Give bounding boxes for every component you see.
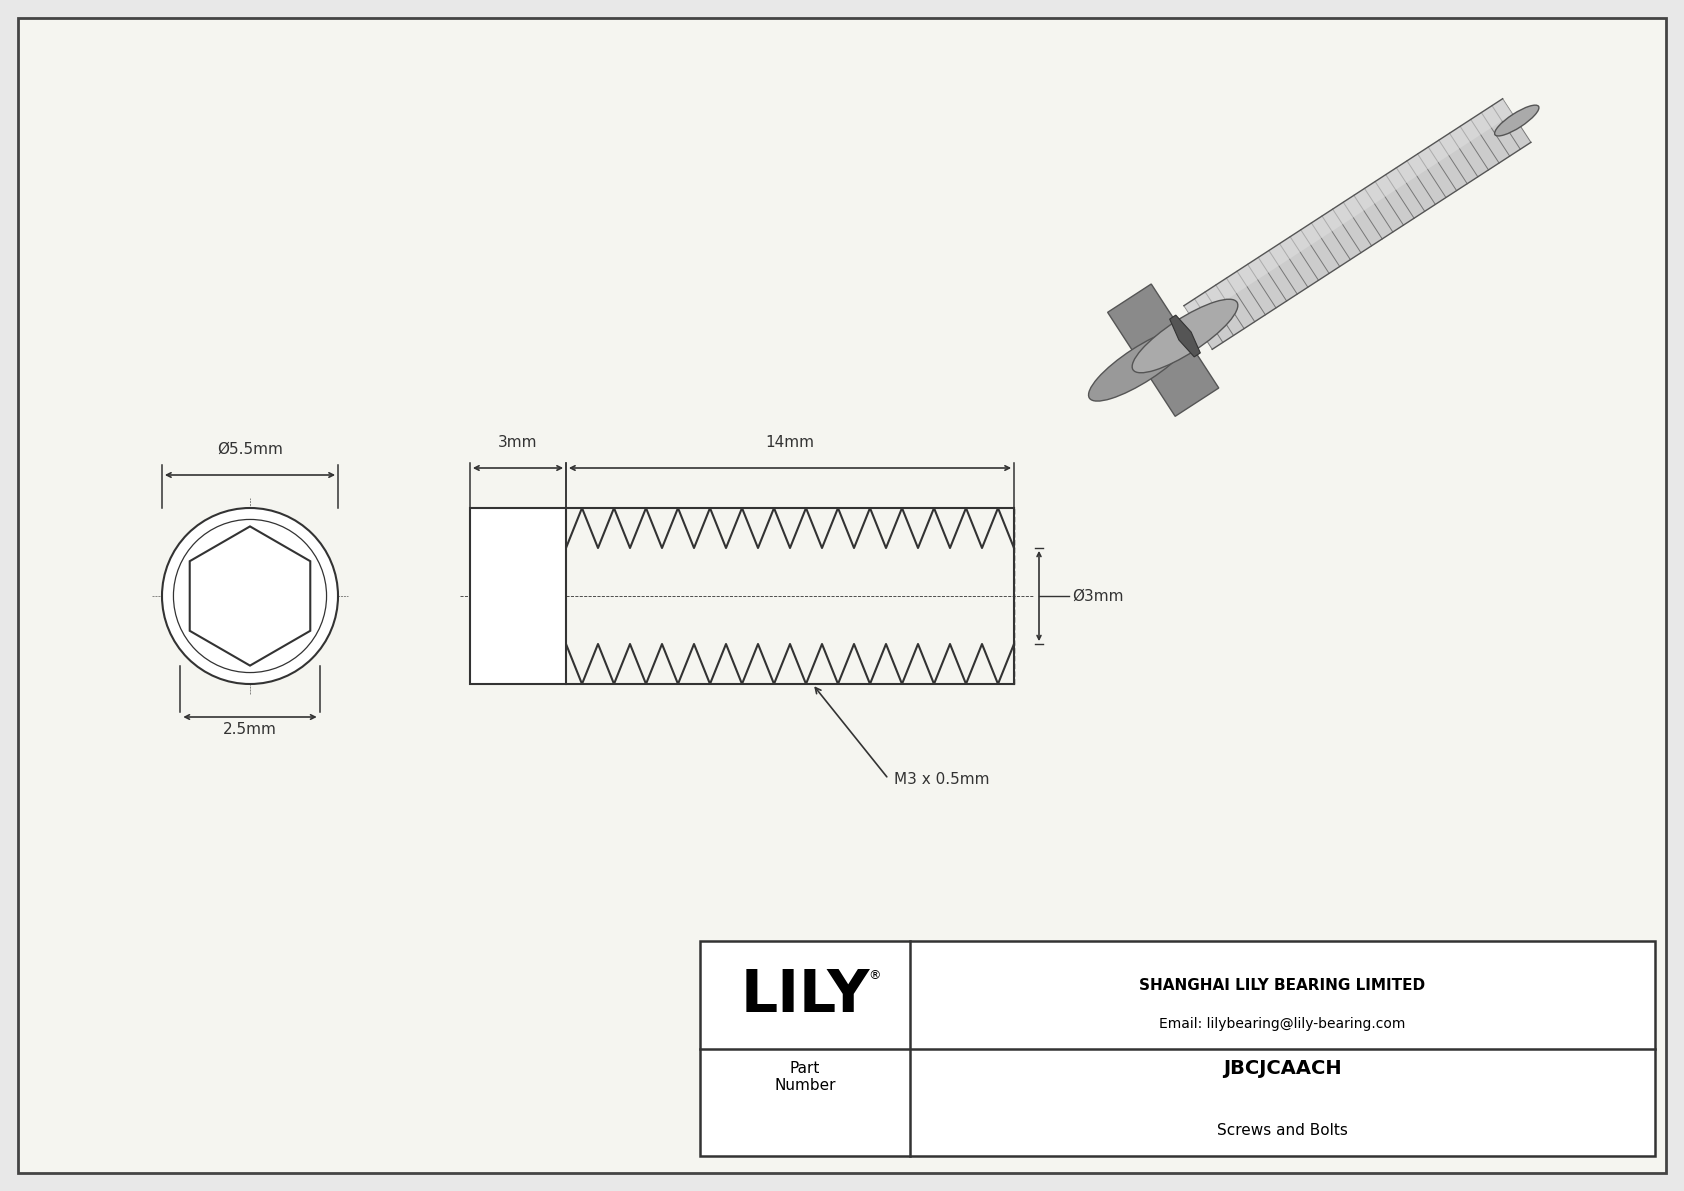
Text: ®: ® <box>869 969 881 981</box>
Polygon shape <box>1184 99 1512 320</box>
Text: 2.5mm: 2.5mm <box>222 722 276 737</box>
Ellipse shape <box>1132 299 1238 373</box>
Bar <box>470 509 566 684</box>
Polygon shape <box>1184 99 1531 349</box>
Polygon shape <box>190 526 310 666</box>
Circle shape <box>173 519 327 673</box>
Text: M3 x 0.5mm: M3 x 0.5mm <box>894 772 989 786</box>
Circle shape <box>162 509 338 684</box>
Text: Ø5.5mm: Ø5.5mm <box>217 442 283 457</box>
Polygon shape <box>1108 283 1219 417</box>
Text: 3mm: 3mm <box>498 435 537 450</box>
Ellipse shape <box>1088 328 1194 401</box>
Text: SHANGHAI LILY BEARING LIMITED: SHANGHAI LILY BEARING LIMITED <box>1140 978 1426 992</box>
Text: Screws and Bolts: Screws and Bolts <box>1218 1123 1347 1137</box>
Text: Email: lilybearing@lily-bearing.com: Email: lilybearing@lily-bearing.com <box>1159 1017 1406 1030</box>
Text: LILY: LILY <box>741 967 869 1024</box>
Text: JBCJCAACH: JBCJCAACH <box>1223 1059 1342 1078</box>
Text: Ø3mm: Ø3mm <box>1073 588 1123 604</box>
Ellipse shape <box>1495 105 1539 136</box>
Bar <box>701 941 1655 1156</box>
Text: 14mm: 14mm <box>766 435 815 450</box>
Polygon shape <box>1170 316 1201 357</box>
Text: Part
Number: Part Number <box>775 1061 835 1093</box>
